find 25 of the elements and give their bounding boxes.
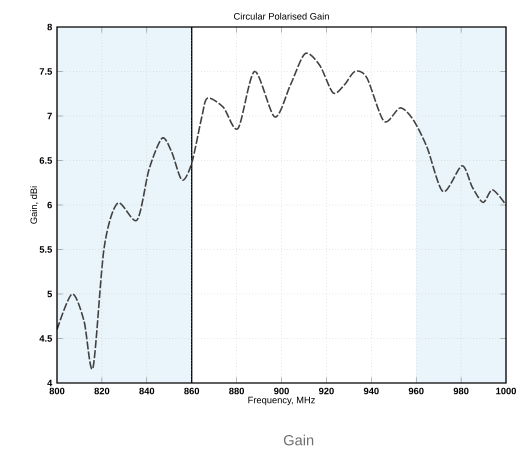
x-tick-label: 840 <box>139 388 154 394</box>
y-tick-label: 6.5 <box>40 157 52 164</box>
y-tick-label: 4.5 <box>39 335 52 342</box>
x-tick-label: 980 <box>454 388 469 394</box>
y-tick-label: 7.5 <box>40 68 52 75</box>
y-tick-label: 5 <box>47 290 52 298</box>
x-tick-label: 960 <box>408 388 424 394</box>
chart-title: Circular Polarised Gain <box>234 12 329 20</box>
x-tick-label: 800 <box>50 388 64 394</box>
x-tick-label: 900 <box>274 388 289 394</box>
y-axis-title: Gain, dBi <box>30 186 38 224</box>
y-tick-label: 4 <box>47 380 52 386</box>
x-tick-label: 1000 <box>496 388 516 394</box>
x-tick-label: 860 <box>184 388 200 394</box>
line-series <box>56 52 507 369</box>
y-tick-label: 8 <box>47 24 52 30</box>
y-tick-label: 7 <box>48 112 52 120</box>
text: Gain <box>284 434 314 446</box>
x-tick-label: 820 <box>94 388 110 394</box>
x-axis-title: Frequency, MHz <box>248 396 315 406</box>
y-tick-label: 5.5 <box>40 246 52 253</box>
x-tick-label: 880 <box>229 388 244 394</box>
y-tick-label: 6 <box>47 202 52 208</box>
x-tick-label: 940 <box>364 388 379 394</box>
x-tick-label: 920 <box>318 388 334 394</box>
